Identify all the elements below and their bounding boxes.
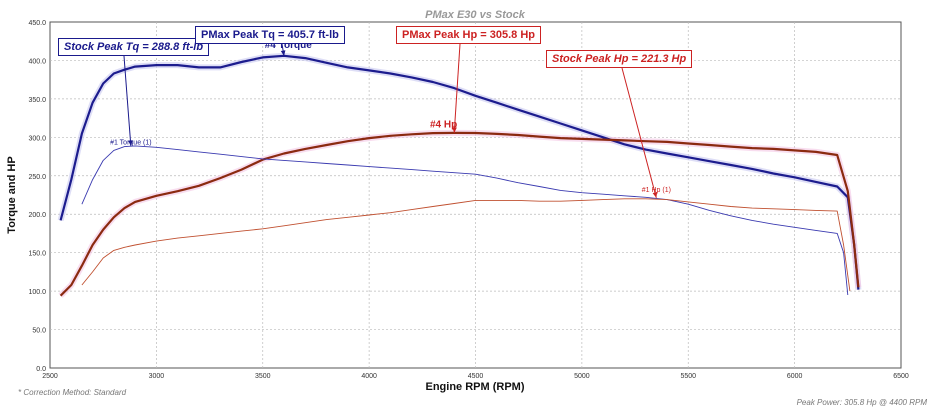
stock-peak-hp-annotation: Stock Peak Hp = 221.3 Hp [546,50,693,68]
x-tick-labels: 2500 3000 3500 4000 4500 5000 5500 6000 6500 [42,373,909,380]
x-tick-label: 3000 [149,373,165,380]
y-tick-label: 100.0 [28,289,46,296]
x-axis-label: Engine RPM (RPM) [426,381,525,393]
x-tick-label: 6000 [787,373,803,380]
pmax-peak-hp-leader [453,43,461,133]
curve-labels: #4 Torque #4 Hp #1 Torque (1) #1 Hp (1) [110,40,671,194]
grid [50,22,901,368]
y-tick-label: 450.0 [28,20,46,27]
annotation-leaders [123,43,658,198]
y-tick-label: 400.0 [28,58,46,65]
pmax-peak-torque-leader-arrowhead [280,50,286,57]
pmax-peak-hp-leader-arrowhead [452,127,457,133]
y-tick-label: 200.0 [28,212,46,219]
stock-hp-line [81,198,851,292]
stock-peak-hp-leader [621,67,657,198]
series-layer [57,52,862,298]
y-tick-label: 0.0 [36,366,46,373]
peak-power-note: Peak Power: 305.8 Hp @ 4400 RPM [796,398,927,407]
pmax-torque-line [59,54,860,290]
pmax-hp-curve-label: #4 Hp [430,119,457,130]
y-tick-label: 300.0 [28,135,46,142]
x-tick-label: 2500 [42,373,58,380]
chart-title: PMax E30 vs Stock [425,9,526,21]
pmax-peak-hp-annotation: PMax Peak Hp = 305.8 Hp [396,26,541,44]
x-tick-label: 3500 [255,373,271,380]
stock-peak-torque-annotation: Stock Peak Tq = 288.8 ft-lb [58,38,210,56]
pmax-hp-line [59,131,860,297]
y-tick-label: 250.0 [28,174,46,181]
x-tick-label: 4000 [361,373,377,380]
x-tick-label: 5000 [574,373,590,380]
y-tick-label: 50.0 [32,328,46,335]
correction-method-note: * Correction Method: Standard [18,388,127,397]
y-axis-label: Torque and HP [6,156,18,233]
x-tick-label: 6500 [893,373,909,380]
x-tick-label: 5500 [680,373,696,380]
y-tick-label: 150.0 [28,251,46,258]
stock-torque-line [81,145,849,296]
x-tick-label: 4500 [468,373,484,380]
stock-peak-torque-leader-arrowhead [128,140,133,146]
stock-hp-curve-label: #1 Hp (1) [642,187,671,194]
pmax-torque-curve-label: #4 Torque [265,40,312,51]
stock-peak-hp-leader-arrowhead [652,191,658,198]
stock-peak-torque-leader [123,55,132,146]
stock-torque-curve-label: #1 Torque (1) [110,139,152,146]
y-tick-labels: 0.0 50.0 100.0 150.0 200.0 250.0 300.0 350.0 400… [28,20,46,373]
y-tick-label: 350.0 [28,97,46,104]
pmax-peak-torque-annotation: PMax Peak Tq = 405.7 ft-lb [195,26,345,44]
